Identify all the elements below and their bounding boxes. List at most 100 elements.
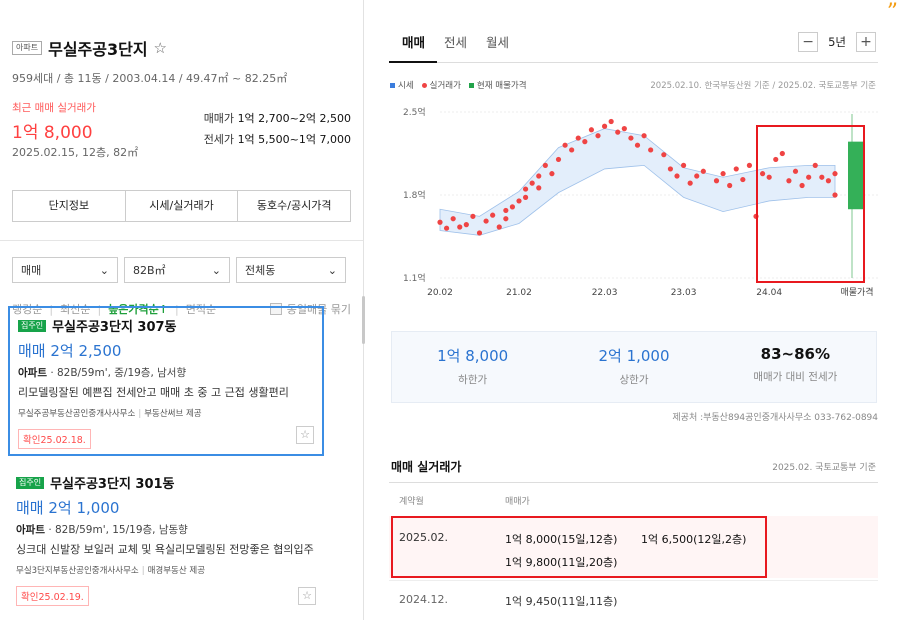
listing-type: 아파트 <box>18 367 47 379</box>
real-price-point <box>806 174 812 180</box>
real-price-point <box>832 171 838 177</box>
quote-mark-icon: ” <box>886 0 898 25</box>
listing-spec-detail: · 82B/59m', 중/19층, 남서향 <box>46 367 187 379</box>
chevron-down-icon: ⌄ <box>327 263 337 277</box>
real-price-point <box>595 133 601 139</box>
real-price-point <box>628 135 634 141</box>
favorite-star-icon[interactable]: ☆ <box>153 39 167 57</box>
provider-note: 제공처 :부동산894공인중개사사무소 033-762-0894 <box>672 413 878 423</box>
transactions-title: 매매 실거래가 <box>391 460 462 474</box>
complex-name: 무실주공3단지 <box>48 40 148 59</box>
listing-title-row: 집주인 무실주공3단지 307동 <box>18 316 314 335</box>
listing-price: 매매 2억 2,500 <box>18 342 122 360</box>
listing-title-row: 집주인 무실주공3단지 301동 <box>16 473 316 492</box>
real-price-point <box>509 204 516 210</box>
bookmark-star-icon[interactable]: ☆ <box>298 587 316 605</box>
x-tick-label: 24.04 <box>756 288 782 298</box>
agent-provider: 부동산써브 제공 <box>144 409 202 419</box>
real-price-point <box>555 156 562 163</box>
real-price-point <box>575 135 581 141</box>
col-month-header: 계약월 <box>399 497 424 507</box>
summary-high-label: 상한가 <box>619 374 649 386</box>
real-price-point <box>522 194 529 200</box>
real-price-point <box>450 216 456 222</box>
jeonse-range-value: 1억 5,500~1억 7,000 <box>237 133 351 146</box>
divider: | <box>49 302 54 316</box>
period-plus-button[interactable]: + <box>856 32 876 52</box>
real-price-point <box>779 150 785 157</box>
listing-spec-detail: · 82B/59m', 15/19층, 남동향 <box>44 524 188 536</box>
tab-monthly[interactable]: 월세 <box>486 35 510 50</box>
area-select[interactable]: 82B㎡ ⌄ <box>124 257 230 283</box>
sale-range-label: 매매가 <box>203 112 235 125</box>
real-price-point <box>621 126 627 132</box>
bookmark-star-icon[interactable]: ☆ <box>296 426 314 444</box>
listing-card[interactable]: 집주인 무실주공3단지 307동 매매 2억 2,500 아파트 · 82B/5… <box>8 306 324 456</box>
real-price-point <box>766 174 772 180</box>
row-price: 1억 6,500(12일,2층) <box>641 533 747 546</box>
divider: | <box>141 566 145 576</box>
tab-unit-assessed-price[interactable]: 동호수/공시가격 <box>256 199 332 212</box>
agent-name: 무실주공부동산공인중개사사무소 <box>18 409 136 419</box>
row-price: 1억 9,800(11일,20층) <box>505 556 618 569</box>
tab-complex-info[interactable]: 단지정보 <box>13 191 126 221</box>
trade-type-value: 매매 <box>21 264 42 277</box>
section-divider <box>389 482 878 483</box>
sale-range-value: 1억 2,700~2억 2,500 <box>237 112 351 125</box>
complex-title-row: 아파트 무실주공3단지 ☆ <box>12 36 351 60</box>
tab-jeonse[interactable]: 전세 <box>444 35 468 50</box>
recent-price-label: 최근 매매 실거래가 <box>12 102 96 114</box>
building-value: 전체동 <box>245 264 276 277</box>
real-price-point <box>490 212 496 218</box>
tab-active-underline <box>389 61 437 63</box>
tab-sale[interactable]: 매매 <box>402 35 426 50</box>
row-price: 1억 9,450(11일,11층) <box>505 595 618 608</box>
real-price-point <box>457 224 463 230</box>
listing-card[interactable]: 집주인 무실주공3단지 301동 매매 2억 1,000 아파트 · 82B/5… <box>8 465 324 615</box>
real-price-point <box>522 186 529 192</box>
x-tick-label: 21.02 <box>506 288 532 298</box>
period-value: 5년 <box>828 35 846 49</box>
complex-meta: 959세대 / 총 11동 / 2003.04.14 / 49.47㎡ ~ 82… <box>12 72 288 85</box>
trade-type-select[interactable]: 매매 ⌄ <box>12 257 118 283</box>
listing-panel: 아파트 무실주공3단지 ☆ 959세대 / 총 11동 / 2003.04.14… <box>0 0 365 620</box>
divider: | <box>138 409 142 419</box>
row-price: 1억 8,000(15일,12층) <box>505 533 618 546</box>
period-control: − 5년 + <box>798 32 876 52</box>
divider: | <box>175 302 179 316</box>
real-price-point <box>727 182 733 189</box>
chevron-down-icon: ⌄ <box>99 263 109 277</box>
real-price-point <box>786 178 792 184</box>
scrollbar-thumb[interactable] <box>362 296 365 344</box>
real-price-point <box>812 162 818 168</box>
period-minus-button[interactable]: − <box>798 32 819 52</box>
recent-price: 1억 8,000 <box>12 123 93 143</box>
confirm-date-badge: 확인25.02.19. <box>16 586 89 606</box>
sale-range: 매매가 1억 2,700~2억 2,500 <box>204 110 351 126</box>
legend-swatch <box>468 83 474 88</box>
recent-price-date: 2025.02.15, 12층, 82㎡ <box>12 146 139 159</box>
legend-label: 실거래가 <box>429 81 461 91</box>
listing-type: 아파트 <box>16 524 45 536</box>
real-price-point <box>694 173 700 179</box>
real-price-point <box>503 207 509 214</box>
real-price-point <box>516 198 522 204</box>
listing-name: 무실주공3단지 307동 <box>52 320 177 335</box>
divider <box>0 240 363 241</box>
summary-low: 1억 8,000 하한가 <box>392 332 553 402</box>
legend-real-price: 실거래가 <box>421 79 461 91</box>
table-row-highlight <box>389 516 878 578</box>
real-price-point <box>536 173 542 179</box>
real-price-point <box>476 230 483 236</box>
jeonse-range: 전세가 1억 5,500~1억 7,000 <box>204 131 351 147</box>
summary-low-label: 하한가 <box>458 374 488 386</box>
listing-agent: 무실3단지부동산공인중개사사무소 | 매경부동산 제공 <box>16 564 316 576</box>
real-price-point <box>648 147 654 153</box>
owner-badge: 집주인 <box>16 476 45 489</box>
real-price-point <box>773 156 779 163</box>
real-price-point <box>588 127 595 133</box>
legend-swatch <box>421 83 427 88</box>
tab-price-history[interactable]: 시세/실거래가 <box>126 191 239 221</box>
price-summary: 1억 8,000 하한가 2억 1,000 상한가 83~86% 매매가 대비 … <box>391 331 877 403</box>
building-select[interactable]: 전체동 ⌄ <box>236 257 346 283</box>
